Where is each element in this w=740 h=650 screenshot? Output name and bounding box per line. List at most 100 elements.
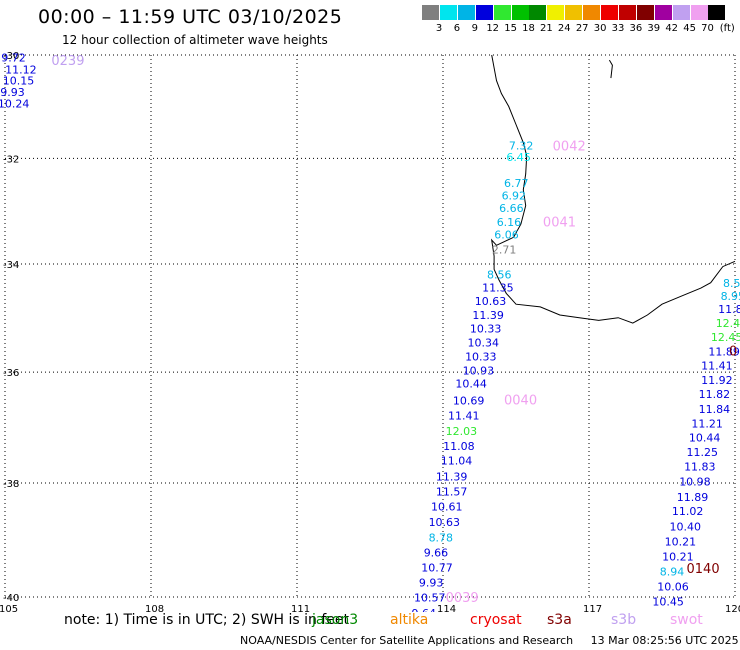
scale-swatch (457, 5, 475, 20)
wave-height-value: 11.92 (701, 374, 733, 387)
pass-time-tag: 0239 (51, 54, 84, 69)
map-subtitle: 12 hour collection of altimeter wave hei… (62, 33, 328, 47)
scale-label: 18 (522, 23, 535, 34)
scale-swatch (511, 5, 529, 20)
wave-height-value: 9.64 (412, 607, 437, 612)
mission-legend-s3a: s3a (547, 612, 572, 628)
wave-height-value: 6.45 (506, 151, 531, 164)
wave-height-value: 10.63 (429, 516, 461, 529)
wave-height-value: 10.77 (421, 562, 453, 575)
scale-unit: (ft) (719, 23, 735, 34)
mission-legend-altika: altika (390, 612, 429, 628)
wave-height-value: 10.21 (665, 535, 697, 548)
wave-height-value: 10.63 (475, 295, 507, 308)
scale-swatch (529, 5, 547, 20)
scale-label: 9 (471, 23, 478, 34)
wave-height-value: 9.93 (0, 86, 25, 99)
scale-swatch (565, 5, 583, 20)
mission-legend-swot: swot (670, 612, 703, 628)
wave-height-value: 7.32 (509, 139, 534, 152)
pass-time-tag: 0140 (687, 562, 720, 577)
wave-height-value: 6.66 (499, 202, 523, 215)
lon-tick-label: 114 (437, 604, 456, 612)
wave-height-value: 6.92 (502, 190, 526, 203)
wave-height-value: 11.04 (441, 455, 473, 468)
wave-height-value: 10.57 (414, 592, 446, 605)
mission-legend-cryosat: cryosat (470, 612, 522, 628)
wave-height-value: 11.12 (5, 63, 37, 76)
wave-height-value: 10.44 (689, 432, 721, 445)
scale-swatch (422, 5, 439, 20)
wave-height-value: 10.33 (470, 323, 502, 336)
wave-height-value: 11.41 (701, 360, 733, 373)
scale-swatch (636, 5, 654, 20)
coastline (490, 54, 736, 324)
wave-height-value: 10.52 (650, 611, 682, 612)
wave-height-value: 8.56 (487, 269, 512, 282)
wave-height-value: 10.06 (657, 581, 689, 594)
pass-time-tag: 0042 (553, 139, 586, 154)
wave-height-value: 8.94 (660, 566, 685, 579)
note-text: note: 1) Time is in UTC; 2) SWH is in fe… (64, 612, 350, 628)
wave-height-value: 6.06 (494, 229, 519, 242)
scale-label: 45 (683, 23, 696, 34)
graticule (4, 54, 736, 598)
wave-height-value: 11.86 (718, 303, 740, 316)
wave-height-value: 11.82 (699, 388, 731, 401)
edge-pass-marker: 0 (729, 344, 737, 359)
wave-height-value: 10.98 (679, 475, 711, 488)
scale-label: 70 (701, 23, 714, 34)
scale-swatch (493, 5, 511, 20)
wave-height-value: 11.41 (448, 410, 480, 423)
wave-height-value: 10.44 (455, 378, 487, 391)
wave-height-value: 10.24 (0, 97, 29, 110)
wave-height-value: 11.08 (443, 440, 475, 453)
wave-height-value: 11.35 (482, 282, 513, 295)
scale-label: 15 (504, 23, 517, 34)
scale-label: 21 (540, 23, 553, 34)
scale-label: 27 (575, 23, 589, 34)
lat-tick-label: -32 (3, 154, 19, 165)
scale-swatch (654, 5, 672, 20)
australia-coastline (490, 54, 736, 324)
wave-height-value: 11.84 (699, 403, 731, 416)
scale-swatch (708, 5, 726, 20)
scale-label: 36 (629, 23, 643, 34)
wave-height-value: 10.93 (463, 364, 495, 377)
lon-tick-label: 105 (0, 604, 18, 612)
wave-height-value: 9.66 (424, 547, 449, 560)
wave-height-value: 11.57 (436, 485, 468, 498)
lon-tick-label: 117 (583, 604, 602, 612)
wave-height-readings: 9.7211.1210.159.9310.247.326.456.776.926… (0, 52, 740, 612)
scale-swatch (547, 5, 565, 20)
note-and-mission-legend: note: 1) Time is in UTC; 2) SWH is in fe… (0, 612, 740, 630)
wave-height-value: 10.34 (468, 337, 500, 350)
scale-swatch (618, 5, 636, 20)
footer: NOAA/NESDIS Center for Satellite Applica… (240, 634, 739, 647)
wave-height-value: 11.21 (691, 417, 723, 430)
footer-timestamp: 13 Mar 08:25:56 UTC 2025 (590, 634, 739, 647)
lon-tick-label: 120 (725, 604, 740, 612)
wave-height-value: 10.15 (3, 75, 35, 88)
wave-height-value: 10.21 (662, 551, 694, 564)
pass-time-tag: 0039 (446, 591, 479, 606)
wave-height-value: 12.03 (446, 425, 478, 438)
wave-height-value: 11.89 (708, 345, 740, 358)
wave-height-value: 8.95 (721, 290, 740, 303)
lat-tick-label: -38 (3, 479, 19, 490)
scale-label: 30 (593, 23, 607, 34)
scale-label: 33 (611, 23, 625, 34)
wave-height-value: 9.93 (419, 577, 444, 590)
pass-time-labels: 0239 0042 0041 0040 0039 0140 0 (51, 54, 737, 606)
lat-tick-label: -34 (3, 260, 19, 271)
map-title: 00:00 – 11:59 UTC 03/10/2025 (38, 6, 343, 28)
wave-height-value: 10.61 (431, 501, 463, 514)
lat-tick-label: -30 (3, 51, 19, 62)
scale-label: 24 (557, 23, 571, 34)
footer-credit: NOAA/NESDIS Center for Satellite Applica… (240, 634, 574, 647)
wave-height-value: 11.39 (472, 309, 504, 322)
scale-label: 6 (453, 23, 461, 34)
wave-height-value: 11.25 (687, 446, 719, 459)
scale-swatch (672, 5, 690, 20)
wave-height-value: 10.69 (453, 395, 485, 408)
